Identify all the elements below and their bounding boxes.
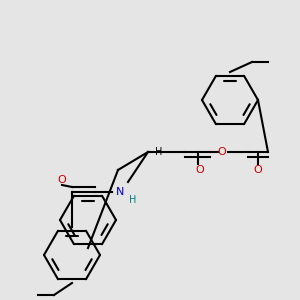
Text: O: O <box>58 175 66 185</box>
Text: H: H <box>129 195 137 205</box>
Text: N: N <box>116 187 124 197</box>
Text: H: H <box>155 147 162 157</box>
Text: O: O <box>196 165 204 175</box>
Text: O: O <box>254 165 262 175</box>
Text: O: O <box>218 147 226 157</box>
